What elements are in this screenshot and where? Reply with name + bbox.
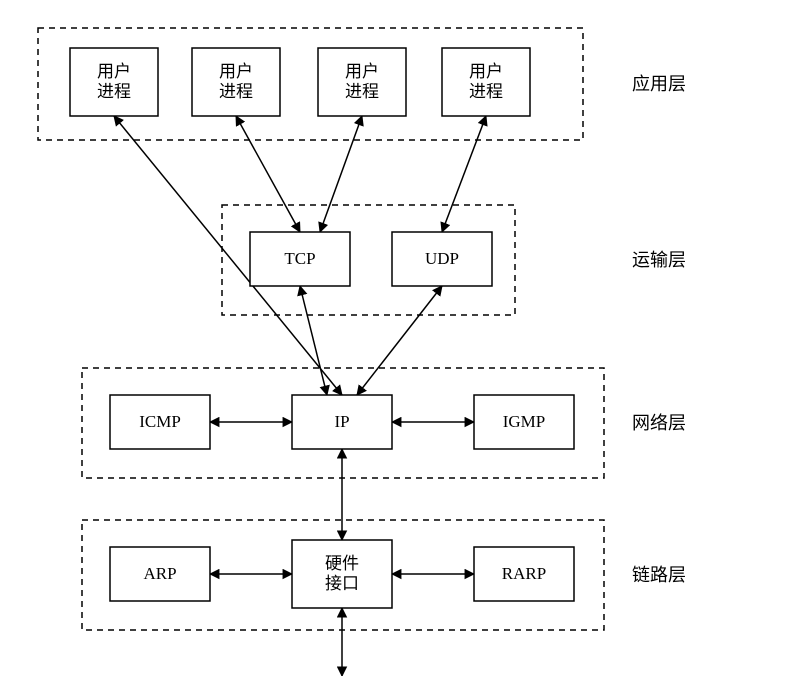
node-label-hw: 接口 [325,574,359,593]
node-label-tcp: TCP [284,249,315,268]
edge-u4-udp [442,116,486,232]
edge-u3-tcp [320,116,362,232]
node-label-igmp: IGMP [503,412,546,431]
layer-label-net: 网络层 [632,413,686,433]
node-label-ip: IP [334,412,349,431]
node-label-u1: 进程 [97,82,131,101]
edge-udp-ip [357,286,442,395]
node-label-udp: UDP [425,249,459,268]
node-label-u3: 进程 [345,82,379,101]
node-label-hw: 硬件 [325,554,359,573]
network-layers-diagram: 用户进程用户进程用户进程用户进程TCPUDPICMPIPIGMPARP硬件接口R… [0,0,792,676]
node-label-u4: 用户 [469,62,503,81]
node-label-u4: 进程 [469,82,503,101]
node-label-u2: 进程 [219,82,253,101]
node-label-u1: 用户 [97,62,131,81]
edge-tcp-ip [300,286,327,395]
node-label-arp: ARP [143,564,176,583]
edge-u2-tcp [236,116,300,232]
node-label-u2: 用户 [219,62,253,81]
layer-label-trans: 运输层 [632,250,686,270]
node-label-icmp: ICMP [139,412,181,431]
layer-label-app: 应用层 [632,74,686,94]
node-label-u3: 用户 [345,62,379,81]
layer-label-link: 链路层 [632,565,686,585]
node-label-rarp: RARP [502,564,546,583]
